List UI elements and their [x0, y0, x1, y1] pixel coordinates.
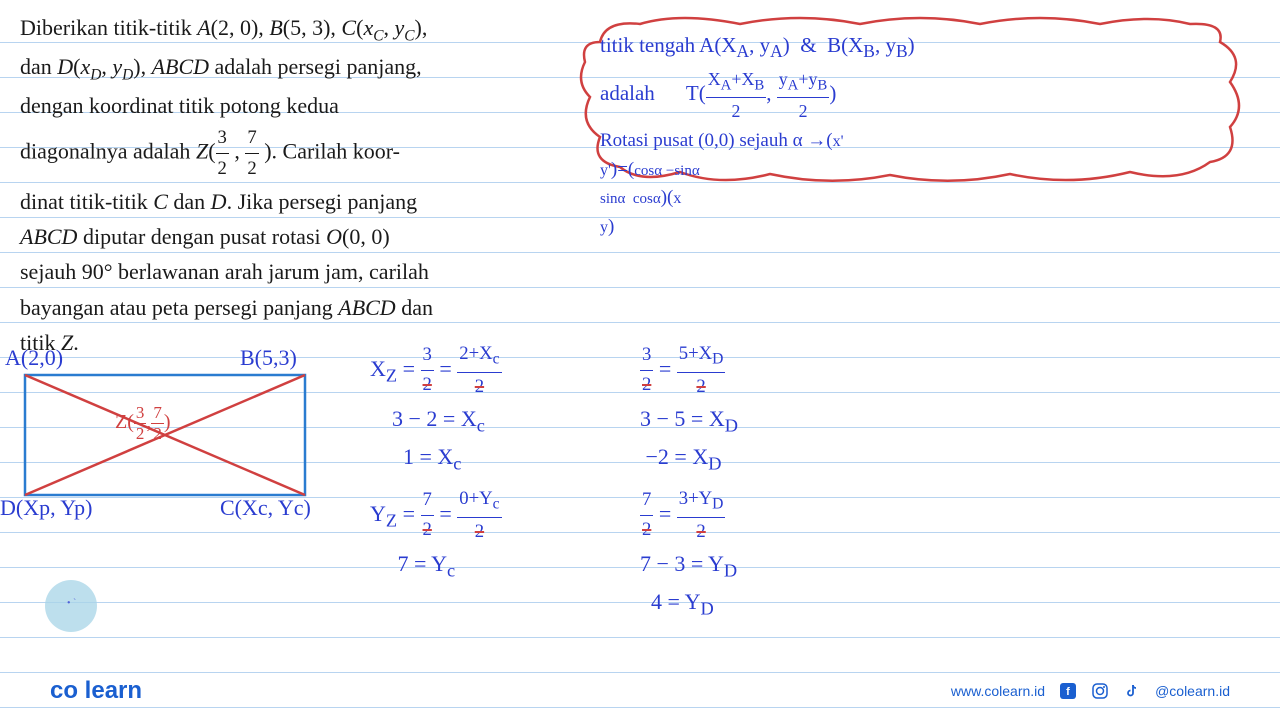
label-A: A(2,0) — [5, 345, 63, 371]
t: . Jika persegi panjang — [227, 189, 418, 214]
t: D — [211, 189, 227, 214]
t: D — [57, 54, 73, 79]
t: Diberikan titik-titik — [20, 15, 197, 40]
label-D: D(Xp, Yp) — [0, 495, 92, 521]
t: , — [229, 139, 246, 164]
logo: co learn — [50, 677, 142, 705]
t: B — [269, 15, 282, 40]
t: C — [373, 27, 383, 44]
footer-handle: @colearn.id — [1155, 683, 1230, 699]
num: 3 — [216, 123, 229, 154]
t: D — [90, 66, 101, 83]
t: (0, 0) — [342, 224, 390, 249]
den: 2 — [245, 154, 258, 184]
footer-right: www.colearn.id f @colearn.id — [951, 682, 1230, 700]
t: (2, 0), — [211, 15, 270, 40]
t: adalah persegi panjang, — [209, 54, 422, 79]
problem-text: Diberikan titik-titik A(2, 0), B(5, 3), … — [20, 10, 550, 360]
cloud-callout: titik tengah A(XA, yA) & B(XB, yB) adala… — [570, 12, 1250, 187]
label-C: C(Xc, Yc) — [220, 495, 311, 521]
facebook-icon: f — [1059, 682, 1077, 700]
t: C — [404, 27, 414, 44]
svg-text:f: f — [1066, 686, 1070, 698]
t: y — [394, 15, 404, 40]
footer: co learn www.colearn.id f @colearn.id — [0, 673, 1280, 708]
t: dengan koordinat titik potong kedua — [20, 93, 339, 118]
t: . — [73, 330, 79, 355]
calc-xd: 32 = 5+XD2 3 − 5 = XD −2 = XD — [640, 340, 738, 477]
label-Z: Z(32,72) — [115, 403, 171, 444]
t: dan — [168, 189, 211, 214]
t: O — [326, 224, 342, 249]
calc-yc: YZ = 72 = 0+Yc2 7 = Yc — [370, 485, 502, 585]
t: Z — [196, 139, 208, 164]
t: (5, 3), — [283, 15, 342, 40]
cloud-text: titik tengah A(XA, yA) & B(XB, yB) adala… — [600, 30, 915, 243]
t: , — [383, 15, 394, 40]
t: x — [363, 15, 373, 40]
content-area: Diberikan titik-titik A(2, 0), B(5, 3), … — [0, 0, 1280, 370]
t: , — [101, 54, 112, 79]
t: bayangan atau peta persegi panjang — [20, 295, 338, 320]
t: x — [80, 54, 90, 79]
t: ABCD — [152, 54, 209, 79]
rectangle-diagram: A(2,0) B(5,3) C(Xc, Yc) D(Xp, Yp) Z(32,7… — [10, 355, 340, 535]
t: sejauh 90° berlawanan arah jarum jam, ca… — [20, 259, 429, 284]
circle-marker: • ` — [45, 580, 97, 632]
t: ( — [208, 139, 215, 164]
t: ), — [133, 54, 151, 79]
calc-xc: XZ = 32 = 2+Xc2 3 − 2 = Xc 1 = Xc — [370, 340, 502, 477]
t: dan — [20, 54, 57, 79]
den: 2 — [216, 154, 229, 184]
t: y — [112, 54, 122, 79]
t: ABCD — [338, 295, 395, 320]
t: diputar dengan pusat rotasi — [77, 224, 326, 249]
instagram-icon — [1091, 682, 1109, 700]
t: D — [122, 66, 133, 83]
t: dan — [396, 295, 433, 320]
t: C — [341, 15, 356, 40]
num: 7 — [245, 123, 258, 154]
t: A — [197, 15, 210, 40]
footer-url: www.colearn.id — [951, 683, 1045, 699]
t: C — [153, 189, 168, 214]
t: diagonalnya adalah — [20, 139, 196, 164]
t: ). Carilah koor- — [259, 139, 400, 164]
t: ), — [415, 15, 428, 40]
calc-yd: 72 = 3+YD2 7 − 3 = YD 4 = YD — [640, 485, 737, 622]
tiktok-icon — [1123, 682, 1141, 700]
label-B: B(5,3) — [240, 345, 297, 371]
t: dinat titik-titik — [20, 189, 153, 214]
t: ABCD — [20, 224, 77, 249]
